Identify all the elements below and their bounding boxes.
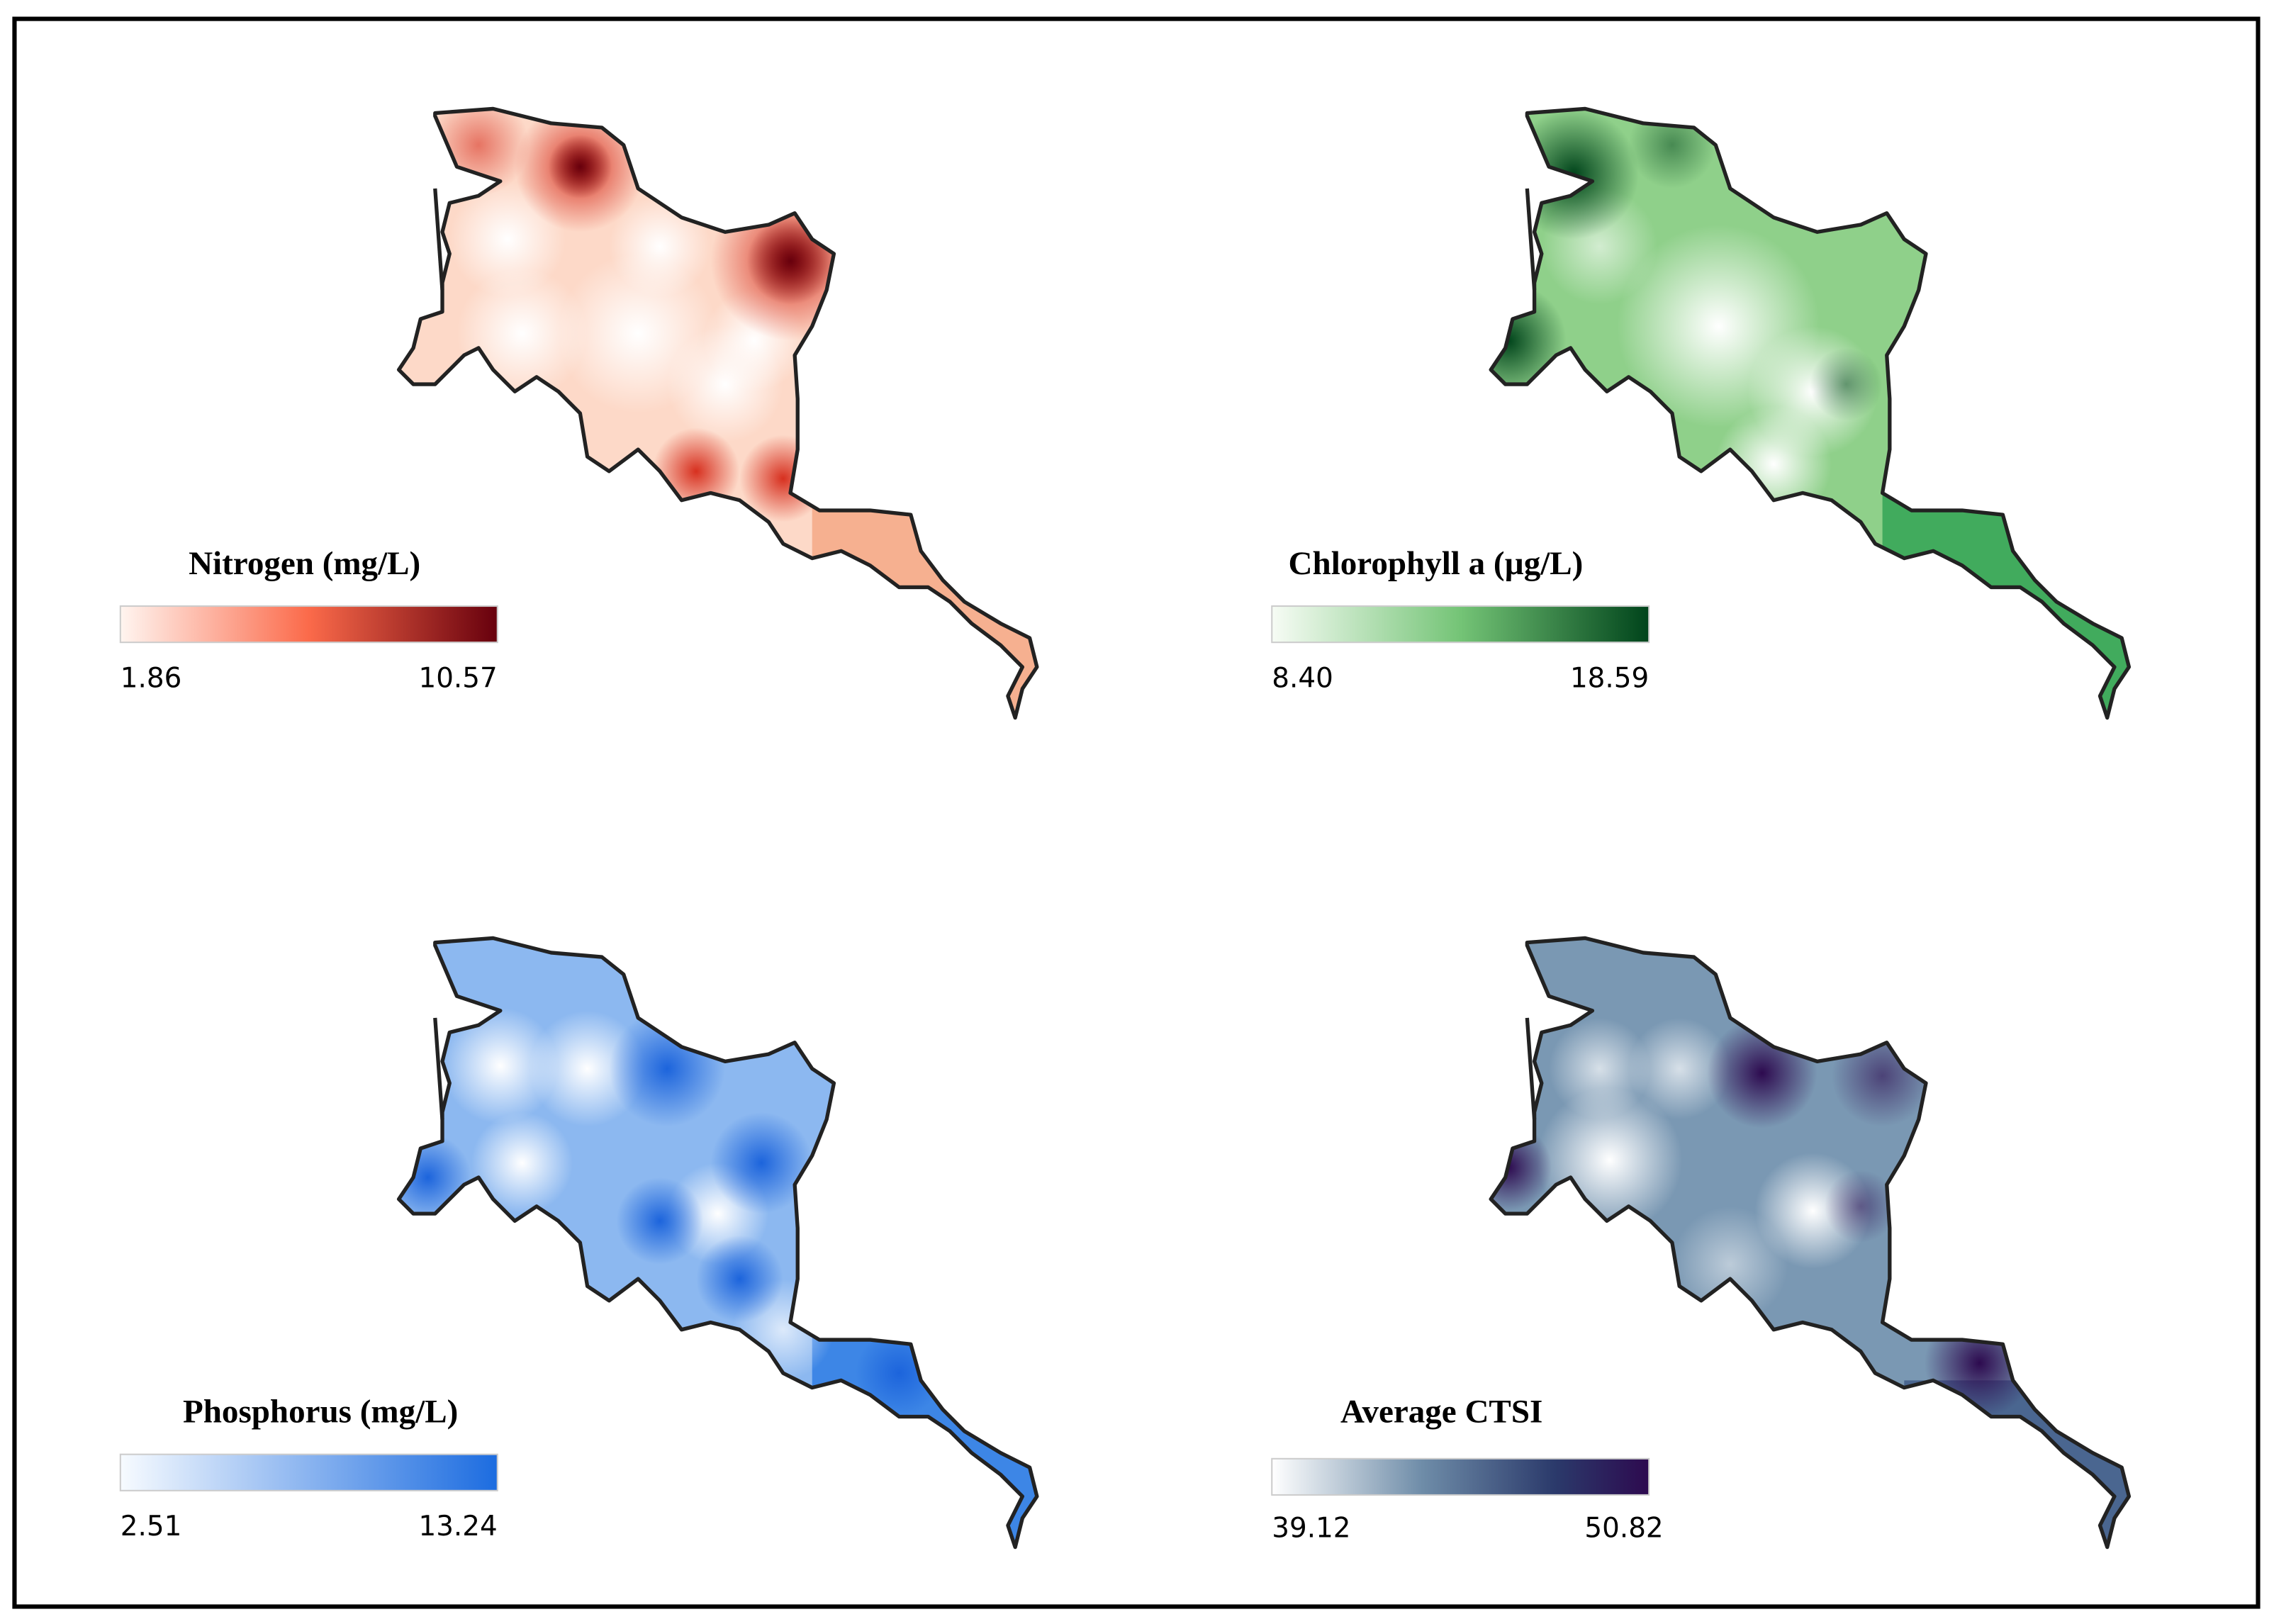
legend-min: 39.12 (1272, 1512, 1350, 1544)
colorbar (119, 1453, 498, 1491)
legend-min: 8.40 (1272, 663, 1333, 695)
colorbar (1271, 1457, 1650, 1496)
frame (12, 16, 2261, 1609)
legend-max: 13.24 (418, 1511, 497, 1542)
legend-max: 10.57 (418, 663, 497, 695)
legend-title: Phosphorus (mg/L) (183, 1394, 458, 1430)
legend-title: Nitrogen (mg/L) (189, 545, 420, 582)
colorbar (119, 605, 498, 644)
colorbar (1271, 605, 1650, 644)
legend-max: 50.82 (1584, 1512, 1663, 1544)
legend-min: 2.51 (121, 1511, 182, 1542)
legend-max: 18.59 (1570, 663, 1649, 695)
legend-title: Average CTSI (1340, 1394, 1542, 1430)
legend-min: 1.86 (121, 663, 182, 695)
legend-title: Chlorophyll a (µg/L) (1289, 545, 1584, 582)
